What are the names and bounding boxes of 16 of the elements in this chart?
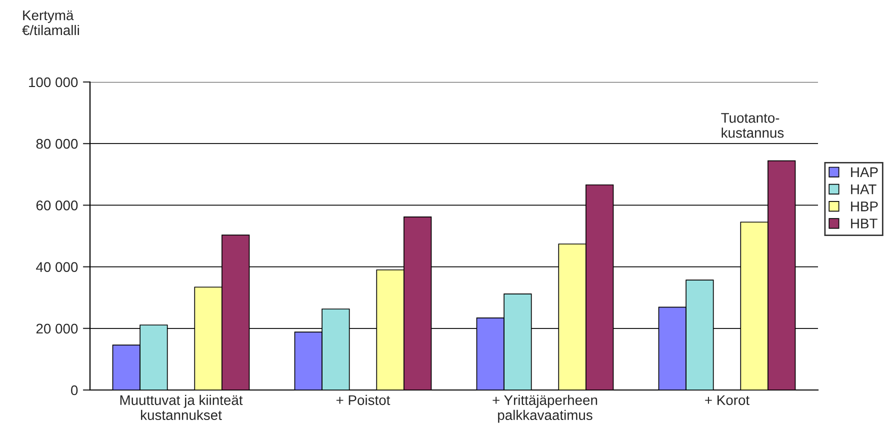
y-axis-title: Kertymä €/tilamalli xyxy=(22,10,79,36)
y-tick-label: 20 000 xyxy=(36,324,78,334)
x-tick-label: + Korot xyxy=(705,395,750,406)
y-tick-label: 80 000 xyxy=(36,138,78,149)
legend-label: HAT xyxy=(851,184,876,194)
y-tick-label: 60 000 xyxy=(36,200,78,210)
legend-label: HBT xyxy=(851,218,878,228)
legend-label: HBP xyxy=(851,202,878,212)
y-tick-label: 0 xyxy=(71,385,78,396)
y-tick-label: 40 000 xyxy=(36,262,78,272)
x-tick-label: Muuttuvat ja kiinteät kustannukset xyxy=(120,394,243,420)
annotation: Tuotanto- kustannus xyxy=(721,113,784,138)
y-tick-label: 100 000 xyxy=(29,77,78,88)
x-tick-label: + Yrittäjäperheen palkkavaatimus xyxy=(492,394,598,423)
legend-label: HAP xyxy=(851,167,878,177)
x-tick-label: + Poistot xyxy=(336,394,390,406)
